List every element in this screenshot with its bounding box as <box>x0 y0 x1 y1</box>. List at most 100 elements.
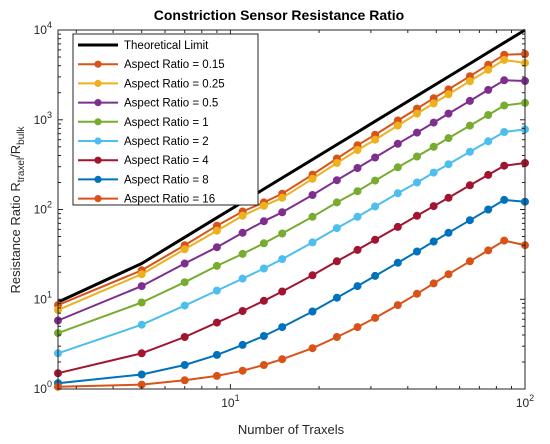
data-point <box>238 211 247 220</box>
data-point <box>308 174 317 183</box>
data-point <box>212 318 221 327</box>
data-point <box>500 236 509 245</box>
data-point <box>278 323 287 332</box>
data-point <box>353 323 362 332</box>
data-point <box>393 163 402 172</box>
data-point <box>278 193 287 202</box>
data-point <box>444 160 453 169</box>
series-0 <box>57 28 526 304</box>
data-point <box>465 77 474 86</box>
data-point <box>332 224 341 233</box>
data-point <box>371 235 380 244</box>
legend-label: Aspect Ratio = 2 <box>124 136 209 148</box>
data-point <box>212 286 221 295</box>
data-point <box>212 350 221 359</box>
data-point <box>412 152 421 161</box>
data-point <box>353 212 362 221</box>
data-point <box>278 229 287 238</box>
data-point <box>180 245 189 254</box>
data-point <box>353 163 362 172</box>
data-point <box>484 205 493 214</box>
data-point <box>465 181 474 190</box>
data-point <box>484 85 493 94</box>
data-point <box>500 195 509 204</box>
data-point <box>393 222 402 231</box>
series-7 <box>54 195 530 388</box>
data-point <box>500 55 509 64</box>
y-axis-label-mid: /R <box>8 145 23 158</box>
data-point <box>259 217 268 226</box>
data-point <box>278 255 287 264</box>
data-point <box>353 245 362 254</box>
data-point <box>180 376 189 385</box>
data-point <box>308 344 317 353</box>
data-point <box>278 355 287 364</box>
data-point <box>465 121 474 130</box>
data-point <box>212 226 221 235</box>
data-point <box>137 370 146 379</box>
data-point <box>393 258 402 267</box>
legend-label: Aspect Ratio = 0.25 <box>124 78 225 90</box>
data-point <box>484 137 493 146</box>
data-point <box>278 208 287 217</box>
legend-label: Aspect Ratio = 4 <box>124 155 209 167</box>
legend-swatch-marker <box>94 118 102 126</box>
data-point <box>412 109 421 118</box>
data-point <box>137 282 146 291</box>
data-point <box>308 271 317 280</box>
legend-item: Theoretical Limit <box>78 40 209 52</box>
data-point <box>259 201 268 210</box>
data-point <box>180 360 189 369</box>
y-axis-label-sub1: traxel <box>16 158 27 182</box>
data-point <box>180 332 189 341</box>
data-point <box>238 249 247 258</box>
data-point <box>444 109 453 118</box>
data-point <box>259 296 268 305</box>
y-tick-label: 101 <box>34 289 52 306</box>
data-point <box>238 366 247 375</box>
legend-item: Aspect Ratio = 0.15 <box>78 59 225 71</box>
data-point <box>393 139 402 148</box>
data-point <box>137 298 146 307</box>
legend-swatch-marker <box>94 79 102 87</box>
data-point <box>259 360 268 369</box>
data-point <box>259 264 268 273</box>
data-point <box>484 111 493 120</box>
data-point <box>353 187 362 196</box>
data-point <box>444 134 453 143</box>
y-axis: 100 101 102 103 104 <box>34 20 525 396</box>
data-point <box>500 101 509 110</box>
data-point <box>308 307 317 316</box>
y-tick-label: 103 <box>34 110 52 127</box>
x-axis: 101 102 <box>75 30 534 410</box>
data-point <box>412 211 421 220</box>
legend-label: Theoretical Limit <box>124 40 209 52</box>
data-point <box>444 270 453 279</box>
data-point <box>412 247 421 256</box>
legend-item: Aspect Ratio = 0.25 <box>78 78 225 90</box>
data-point <box>259 331 268 340</box>
data-point <box>259 239 268 248</box>
data-point <box>371 176 380 185</box>
data-point <box>429 279 438 288</box>
data-point <box>212 261 221 270</box>
series-6 <box>54 158 530 378</box>
data-point <box>308 190 317 199</box>
data-point <box>393 189 402 198</box>
data-point <box>137 320 146 329</box>
data-point <box>412 178 421 187</box>
legend-item: Aspect Ratio = 2 <box>78 136 209 148</box>
data-point <box>412 128 421 137</box>
data-point <box>180 301 189 310</box>
data-point <box>371 153 380 162</box>
data-point <box>180 259 189 268</box>
legend-swatch-marker <box>94 99 102 107</box>
data-point <box>371 135 380 144</box>
data-point <box>412 289 421 298</box>
data-point <box>465 257 474 266</box>
x-tick-label: 102 <box>516 393 534 410</box>
data-point <box>500 76 509 85</box>
legend-item: Aspect Ratio = 16 <box>78 194 215 206</box>
data-point <box>444 228 453 237</box>
legend-box <box>72 33 259 206</box>
